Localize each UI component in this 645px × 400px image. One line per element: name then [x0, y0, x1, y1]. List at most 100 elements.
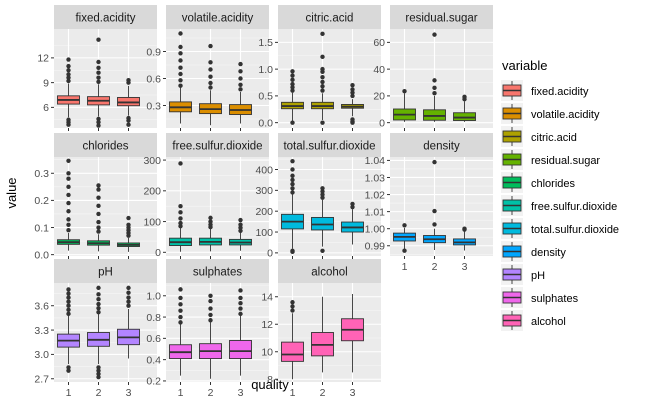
strip-fixed.acidity	[54, 5, 157, 29]
outlier-point	[402, 89, 407, 94]
outlier-point	[96, 297, 101, 302]
outlier-point	[178, 51, 183, 56]
y-tick-label: 0.4	[146, 354, 161, 366]
outlier-point	[66, 299, 71, 304]
outlier-point	[96, 229, 101, 234]
y-tick-label: 1.01	[365, 206, 386, 218]
outlier-point	[208, 74, 213, 79]
y-tick-label: 100	[143, 216, 161, 228]
outlier-point	[320, 79, 325, 85]
box-quality-2	[199, 43, 222, 126]
legend-label: total.sulfur.dioxide	[531, 224, 619, 236]
panel-sulphates: sulphates 0.2 0.4 0.6 0.8 1.0 1 2 3	[146, 259, 269, 399]
outlier-point	[66, 222, 71, 228]
strip-label: fixed.acidity	[75, 13, 135, 25]
outlier-point	[96, 70, 101, 75]
outlier-point	[126, 303, 131, 308]
outlier-point	[238, 288, 243, 293]
strip-label: chlorides	[82, 141, 128, 153]
box-quality-3	[341, 82, 364, 125]
outlier-point	[290, 73, 295, 78]
y-tick-label: 8	[267, 374, 273, 386]
y-tick-label: 10	[261, 347, 273, 359]
outlier-point	[208, 60, 213, 65]
outlier-point	[290, 308, 295, 313]
x-tick-label: 3	[350, 387, 356, 399]
outlier-point	[238, 311, 243, 317]
outlier-point	[126, 295, 131, 300]
outlier-point	[238, 87, 243, 92]
box-quality-3	[453, 226, 476, 251]
strip-free.sulfur.dioxide	[166, 133, 269, 157]
outlier-point	[96, 79, 101, 85]
outlier-point	[96, 225, 101, 230]
y-tick-label: 1.04	[365, 155, 386, 167]
box-quality-2	[199, 215, 222, 252]
legend-label: alcohol	[531, 316, 566, 328]
outlier-point	[290, 190, 295, 195]
outlier-point	[178, 44, 183, 50]
outlier-point	[66, 68, 71, 73]
y-tick-label: 0	[267, 248, 273, 260]
legend-item-sulphates: sulphates	[501, 287, 579, 308]
outlier-point	[208, 85, 213, 90]
outlier-point	[238, 76, 243, 81]
y-tick-label: 0.2	[146, 376, 161, 388]
strip-label: alcohol	[311, 267, 347, 279]
box-quality-3	[117, 215, 140, 252]
outlier-point	[96, 37, 101, 42]
outlier-point	[66, 78, 71, 84]
outlier-point	[66, 158, 71, 163]
y-tick-label: 14	[261, 292, 273, 304]
box-quality-1	[281, 158, 304, 255]
box-quality-2	[423, 32, 446, 122]
outlier-point	[432, 208, 437, 214]
panel-total.sulfur.dioxide: total.sulfur.dioxide0100200300400123	[255, 133, 381, 273]
y-tick-label: 0.0	[258, 117, 273, 129]
outlier-point	[96, 305, 101, 311]
legend-item-pH: pH	[501, 264, 545, 285]
outlier-point	[350, 82, 355, 88]
box-quality-2	[311, 186, 334, 253]
x-tick-label: 3	[126, 387, 132, 399]
y-tick-label: 1.0	[258, 64, 273, 76]
outlier-point	[290, 85, 295, 90]
outlier-point	[126, 299, 131, 304]
outlier-point	[96, 187, 101, 192]
legend-label: free.sulfur.dioxide	[531, 201, 617, 213]
x-axis-title: quality	[251, 377, 289, 392]
outlier-point	[208, 222, 213, 227]
y-tick-label: 0.5	[258, 91, 273, 103]
outlier-point	[290, 248, 295, 253]
outlier-point	[290, 120, 295, 125]
outlier-point	[432, 78, 437, 83]
outlier-point	[178, 31, 183, 36]
outlier-point	[178, 71, 183, 77]
outlier-point	[96, 211, 101, 217]
legend-item-density: density	[501, 241, 566, 262]
y-tick-label: 12	[37, 53, 49, 65]
outlier-point	[208, 80, 213, 86]
outlier-point	[66, 63, 71, 69]
box-quality-2	[87, 285, 110, 380]
legend-item-residual.sugar: residual.sugar	[501, 149, 600, 170]
outlier-point	[96, 301, 101, 307]
legend-label: fixed.acidity	[531, 86, 589, 98]
box-quality-1	[169, 161, 192, 252]
y-tick-label: 0.9	[146, 46, 161, 58]
outlier-point	[320, 74, 325, 80]
outlier-point	[238, 295, 243, 301]
box-iqr	[281, 341, 304, 362]
legend: variable fixed.acidity volatile.acidity ci…	[501, 58, 619, 331]
outlier-point	[238, 217, 243, 223]
outlier-point	[320, 88, 325, 93]
y-tick-label: 1.5	[258, 37, 273, 49]
y-tick-label: 300	[143, 155, 161, 167]
facet-panels: fixed.acidity6912123volatile.acidity0.30…	[34, 5, 493, 399]
outlier-point	[208, 215, 213, 221]
legend-item-total.sulfur.dioxide: total.sulfur.dioxide	[501, 218, 619, 239]
y-tick-label: 100	[255, 227, 273, 239]
outlier-point	[66, 291, 71, 296]
outlier-point	[178, 203, 183, 209]
outlier-point	[320, 54, 325, 60]
